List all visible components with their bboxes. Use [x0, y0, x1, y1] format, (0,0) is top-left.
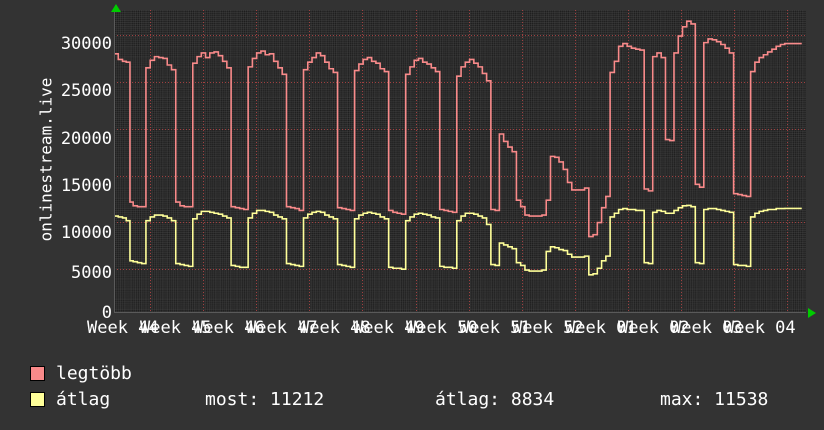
y-tick-30000: 30000: [60, 34, 112, 54]
legend-label-atlag: átlag: [56, 389, 111, 410]
x-tick-4: Week 48: [299, 318, 371, 338]
legend-swatch-atlag: [30, 392, 45, 407]
x-tick-11: Week 03: [671, 318, 743, 338]
stat-average: átlag: 8834: [435, 389, 555, 410]
x-axis-arrow-icon: [808, 308, 816, 318]
x-tick-9: Week 01: [565, 318, 637, 338]
legend-row-atlag: átlag most: 11212 átlag: 8834 max: 11538: [30, 388, 820, 414]
x-tick-1: Week 45: [140, 318, 212, 338]
legend-swatch-legtobb: [30, 366, 45, 381]
x-tick-7: Week 51: [459, 318, 531, 338]
y-axis-arrow-icon: [111, 4, 121, 12]
stat-most: most: 11212: [205, 389, 325, 410]
x-tick-0: Week 44: [87, 318, 159, 338]
stat-max: max: 11538: [660, 389, 769, 410]
x-tick-5: Week 49: [353, 318, 425, 338]
y-tick-15000: 15000: [60, 176, 112, 196]
x-tick-12: Week 04: [724, 318, 796, 338]
legend: legtöbb átlag most: 11212 átlag: 8834 ma…: [30, 362, 820, 414]
y-axis-tick-labels: 30000 25000 20000 15000 10000 5000 0: [0, 0, 112, 430]
minor-gridlines: [114, 10, 806, 313]
series-legtobb-line: [114, 20, 802, 238]
x-tick-2: Week 46: [193, 318, 265, 338]
legend-label-legtobb: legtöbb: [56, 363, 132, 384]
plot-bottom-border: [114, 312, 806, 313]
plot-left-border: [114, 10, 115, 313]
y-tick-5000: 5000: [71, 263, 112, 283]
x-axis-tick-labels: Week 44 Week 45 Week 46 Week 47 Week 48 …: [0, 318, 824, 340]
y-tick-20000: 20000: [60, 129, 112, 149]
x-tick-8: Week 52: [512, 318, 584, 338]
y-tick-0: 0: [101, 303, 112, 323]
y-tick-25000: 25000: [60, 81, 112, 101]
x-tick-10: Week 02: [618, 318, 690, 338]
y-tick-10000: 10000: [60, 223, 112, 243]
series-atlag-line: [114, 204, 802, 276]
series-lines: [114, 20, 802, 276]
plot-area: [114, 10, 806, 313]
legend-row-legtobb: legtöbb: [30, 362, 820, 388]
x-tick-6: Week 50: [406, 318, 478, 338]
x-tick-3: Week 47: [246, 318, 318, 338]
